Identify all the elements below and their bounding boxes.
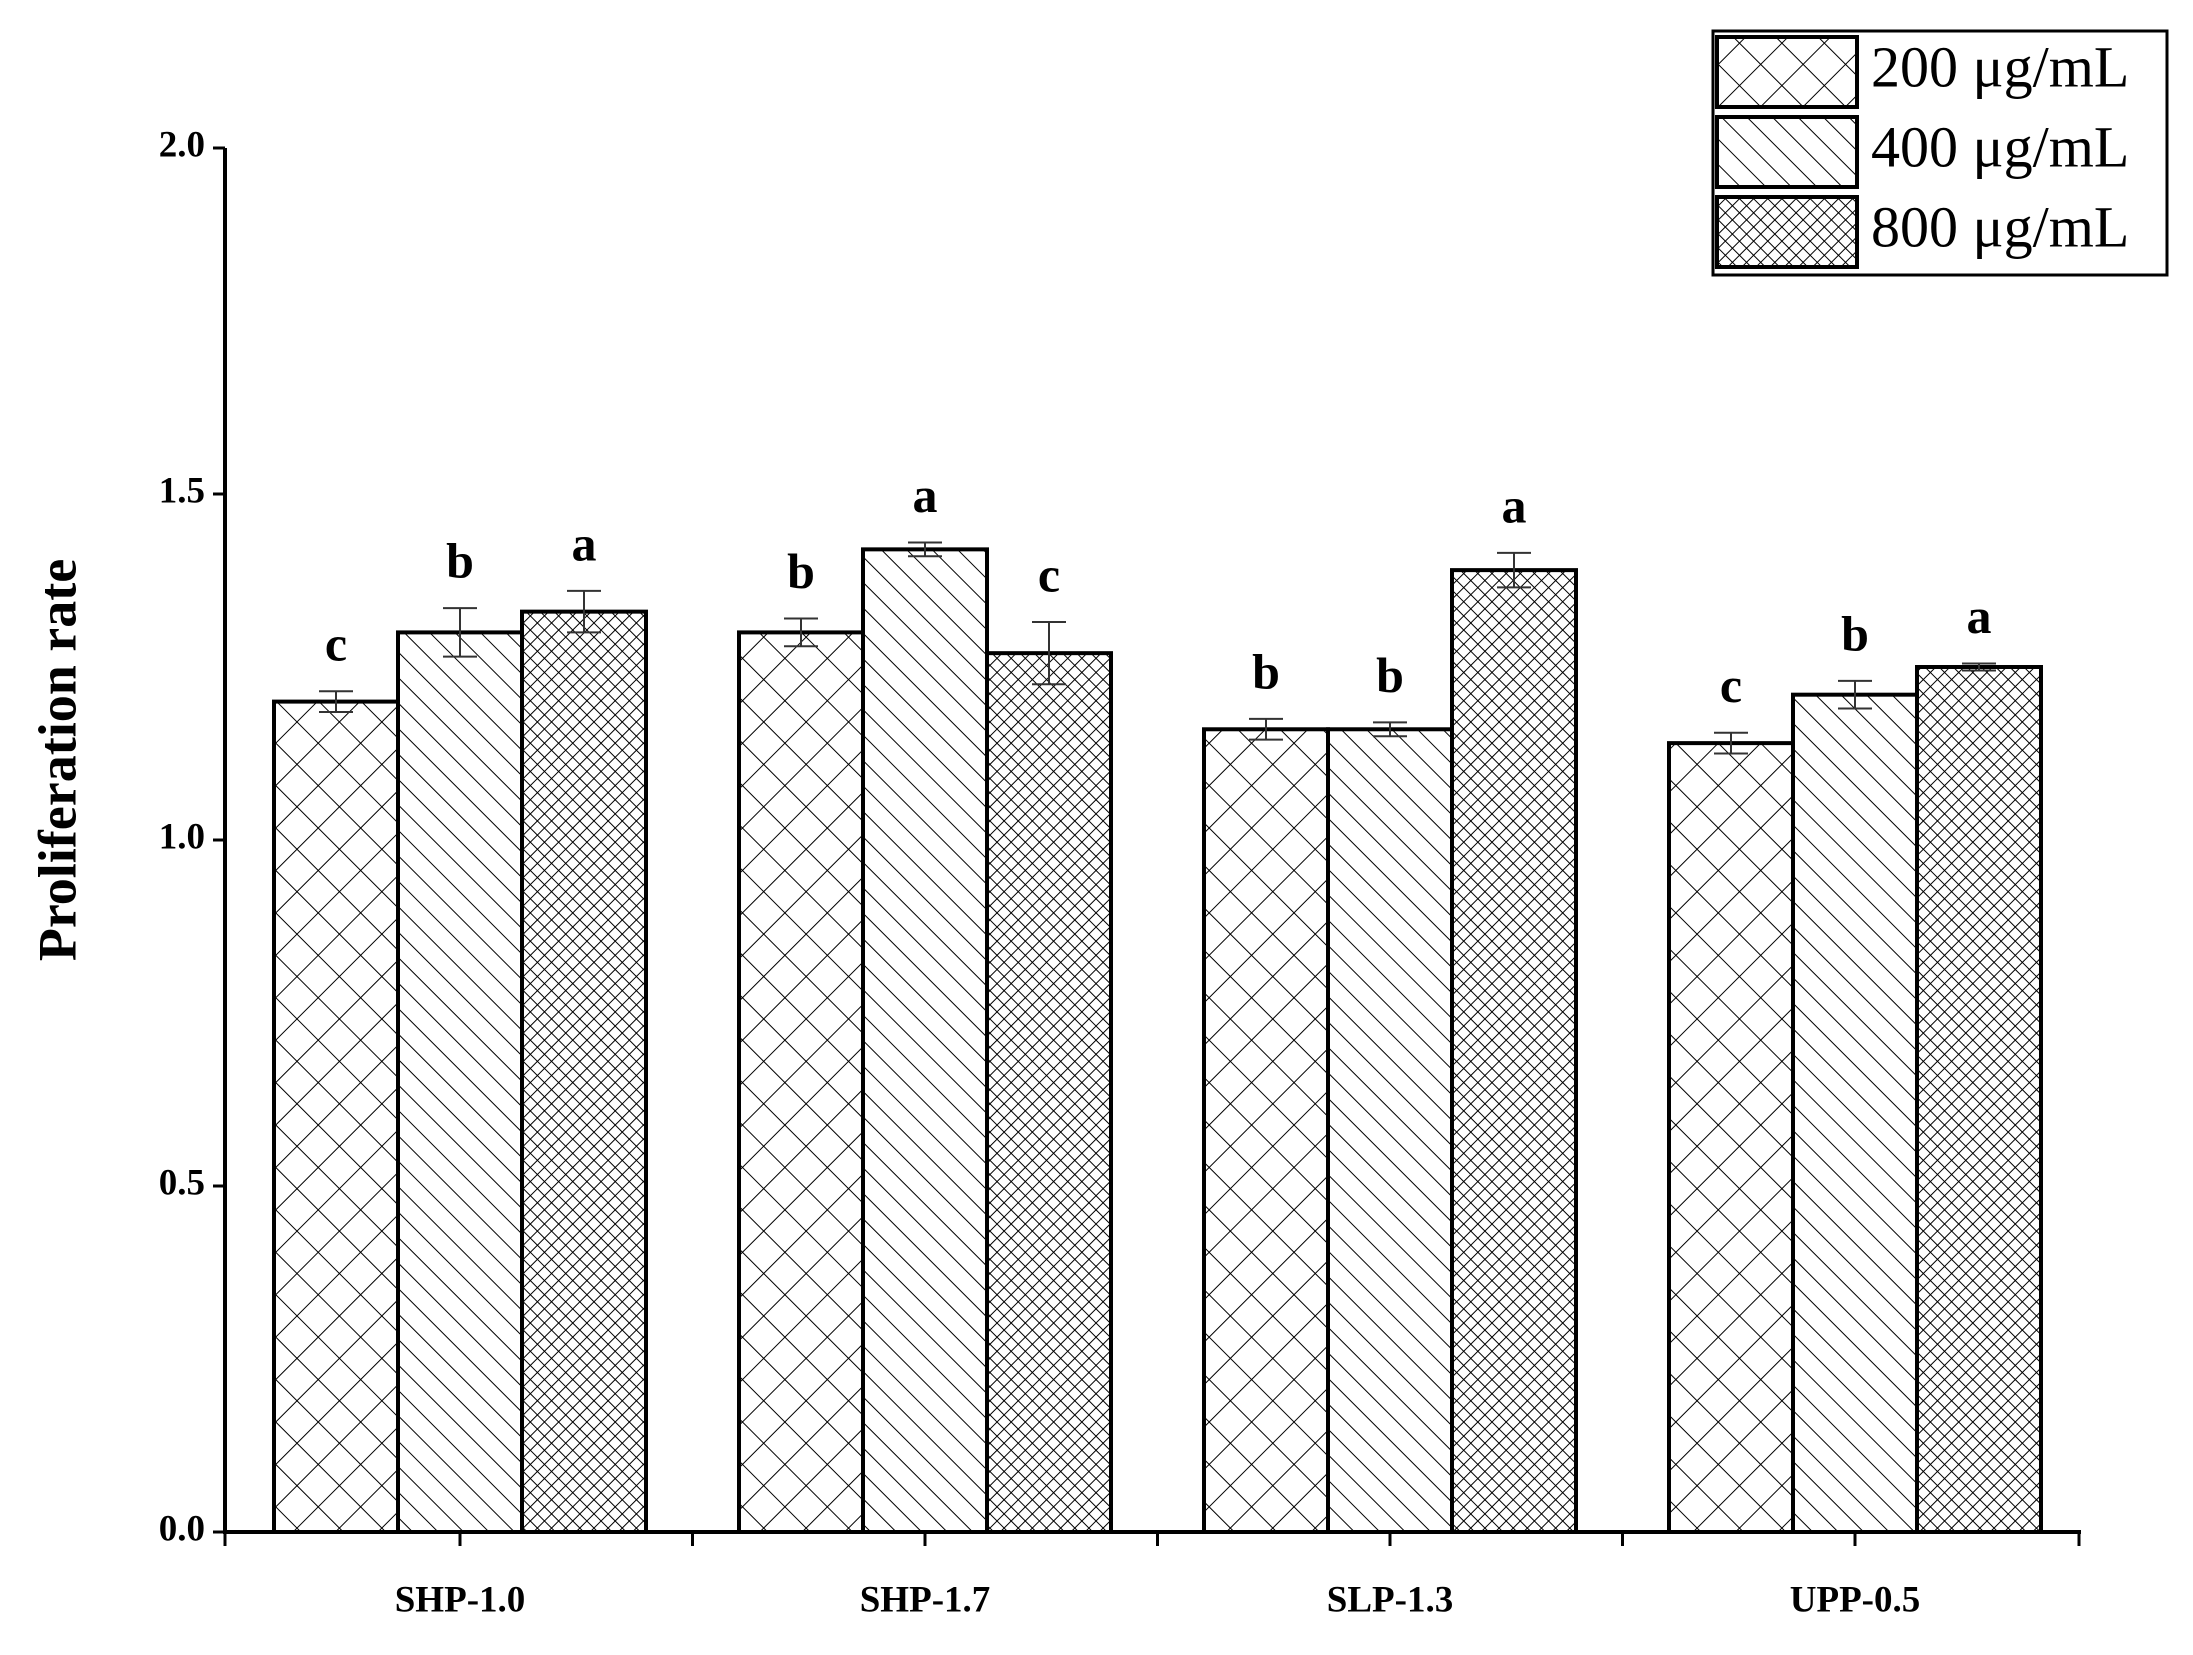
legend-label: 200 μg/mL	[1871, 34, 2129, 99]
y-tick-label: 2.0	[159, 124, 205, 165]
error-bar	[567, 589, 601, 634]
significance-letter: a	[1967, 588, 1992, 644]
bar	[985, 651, 1113, 1534]
error-bar	[1497, 551, 1531, 589]
bar	[1202, 727, 1330, 1534]
legend-swatch	[1715, 35, 1859, 109]
y-axis-label: Proliferation rate	[27, 559, 87, 961]
significance-letter: b	[787, 543, 815, 599]
error-bar	[319, 690, 353, 713]
x-tick-label: SLP-1.3	[1327, 1579, 1453, 1620]
legend-swatch	[1715, 115, 1859, 189]
legend-swatch	[1715, 195, 1859, 269]
error-bar	[1962, 662, 1996, 672]
significance-letter: b	[1841, 605, 1869, 661]
legend-label: 400 μg/mL	[1871, 114, 2129, 179]
error-bar	[1032, 621, 1066, 686]
error-bar	[784, 617, 818, 648]
legend-box	[1711, 29, 2169, 277]
significance-letter: b	[446, 533, 474, 589]
x-tick-label: UPP-0.5	[1790, 1579, 1921, 1620]
error-bar	[443, 607, 477, 658]
bar	[520, 609, 648, 1534]
error-bar	[1838, 679, 1872, 710]
error-bar	[1714, 731, 1748, 755]
bar	[1667, 741, 1795, 1534]
error-bar	[1249, 717, 1283, 741]
y-tick-label: 0.0	[159, 1508, 205, 1549]
x-tick-label: SHP-1.7	[860, 1579, 991, 1620]
bar	[1791, 692, 1919, 1534]
y-tick-label: 1.0	[159, 816, 205, 857]
bar	[861, 547, 989, 1534]
error-bar	[1373, 721, 1407, 738]
y-tick-label: 0.5	[159, 1162, 205, 1203]
x-tick-label: SHP-1.0	[395, 1579, 526, 1620]
y-tick-label: 1.5	[159, 470, 205, 511]
significance-letter: a	[913, 467, 938, 523]
significance-letter: c	[325, 616, 347, 672]
significance-letter: a	[572, 515, 597, 571]
bar	[737, 630, 865, 1534]
bar	[1915, 665, 2043, 1534]
bar	[396, 630, 524, 1534]
significance-letter: b	[1252, 643, 1280, 699]
significance-letter: a	[1502, 477, 1527, 533]
significance-letter: c	[1038, 546, 1060, 602]
legend-label: 800 μg/mL	[1871, 194, 2129, 259]
bar	[1450, 568, 1578, 1534]
error-bar	[908, 541, 942, 558]
significance-letter: c	[1720, 657, 1742, 713]
bar	[1326, 727, 1454, 1534]
significance-letter: b	[1376, 647, 1404, 703]
bar	[272, 699, 400, 1534]
